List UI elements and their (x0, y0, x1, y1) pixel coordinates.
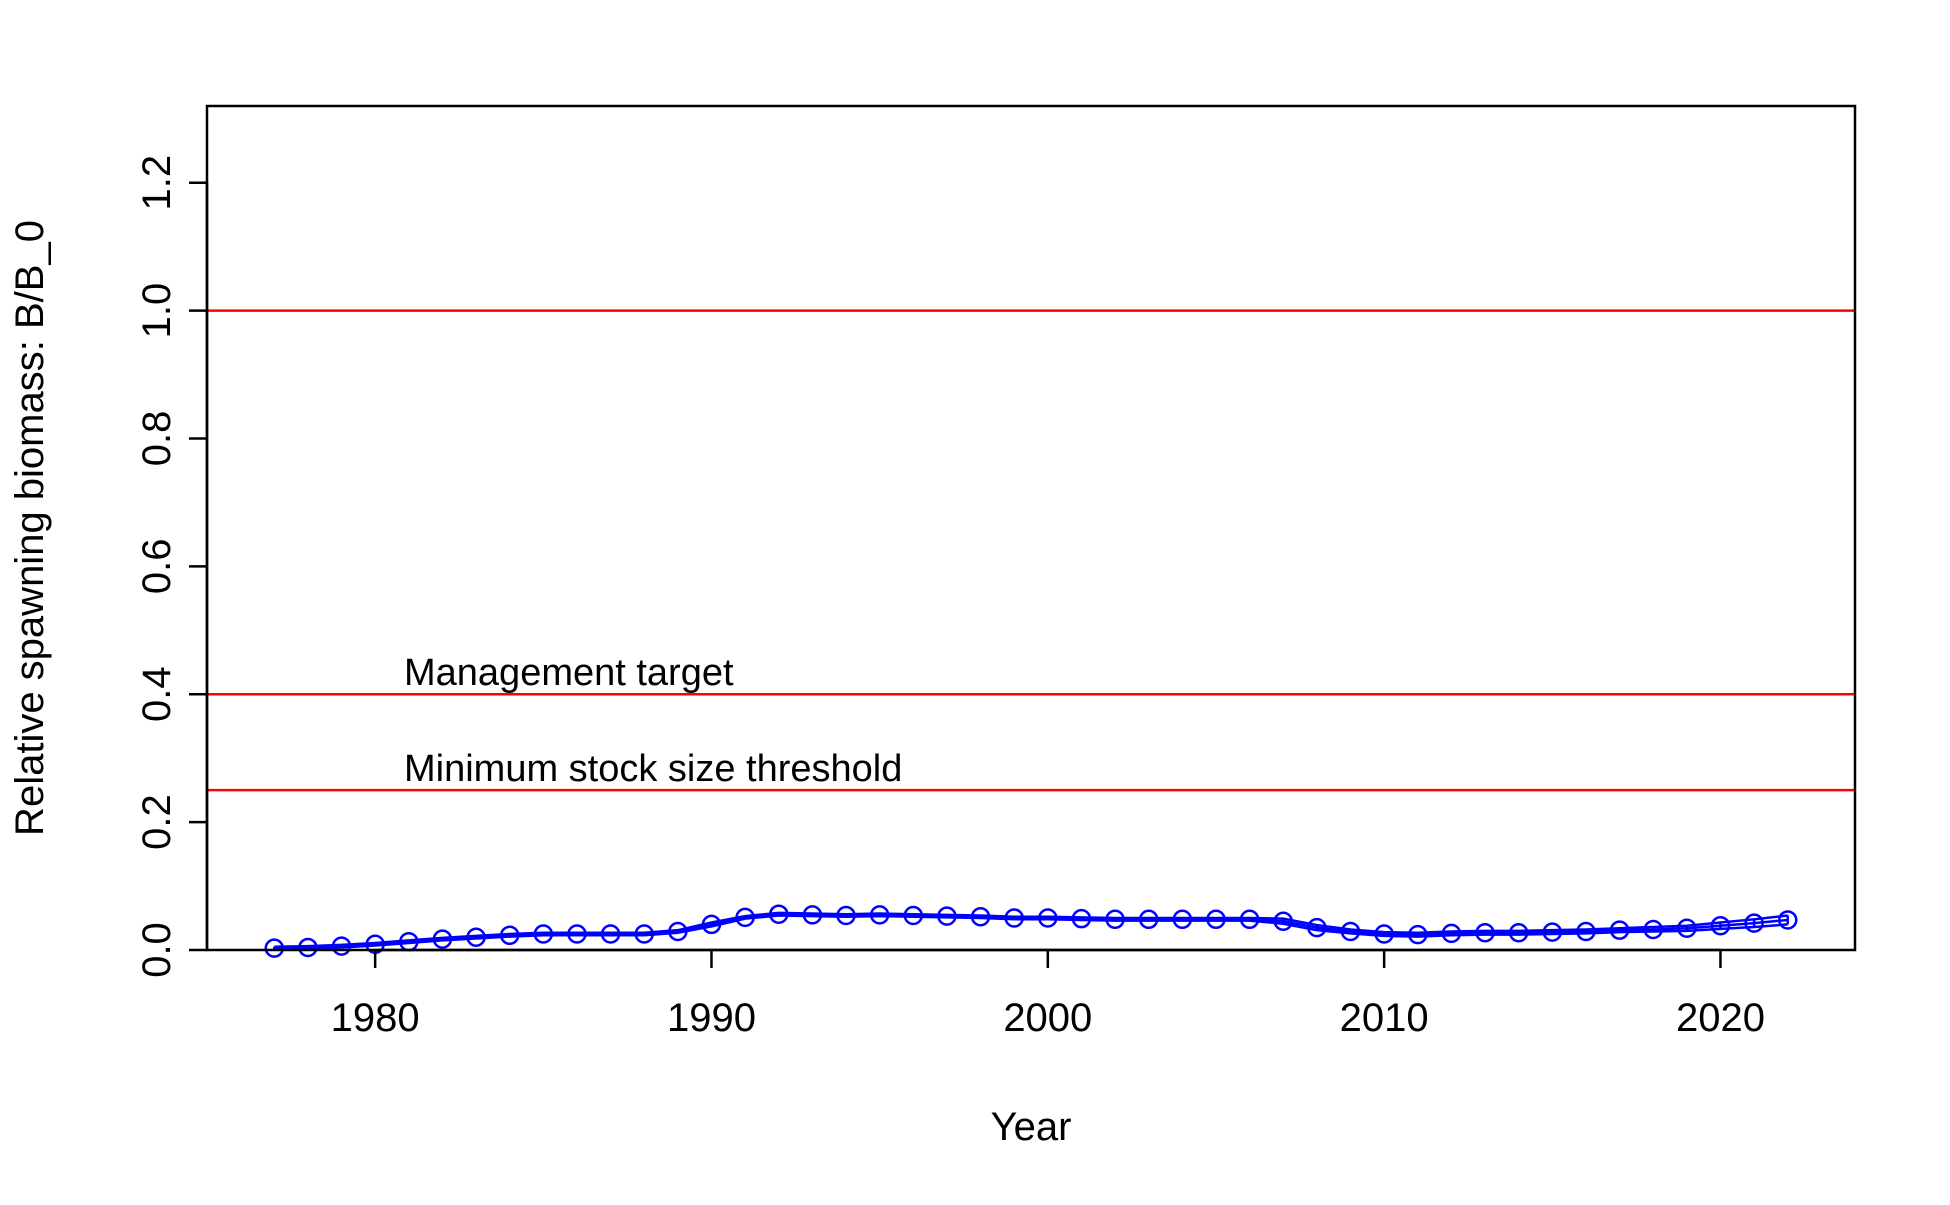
y-tick-label: 0.4 (135, 666, 179, 722)
x-tick-label: 1990 (667, 996, 756, 1040)
data-point (1206, 909, 1226, 930)
data-point (1643, 919, 1663, 940)
data-point (1408, 924, 1428, 945)
data-point (1172, 909, 1193, 930)
data-point (1273, 911, 1293, 931)
reference-line-label: Management target (404, 652, 734, 694)
data-point (1677, 918, 1697, 939)
data-point (769, 904, 789, 924)
reference-line-label: Minimum stock size threshold (404, 748, 902, 790)
data-point (634, 924, 654, 944)
x-tick-label: 1980 (331, 996, 420, 1040)
data-point (432, 929, 453, 949)
data-point (533, 924, 554, 944)
y-tick-label: 0.8 (135, 411, 179, 467)
lower-bound-line (274, 914, 1788, 951)
y-axis-label: Relative spawning biomass: B/B_0 (8, 220, 52, 836)
data-point (1777, 910, 1798, 930)
data-point (668, 921, 688, 942)
data-point (1105, 909, 1125, 930)
y-tick-label: 0.2 (135, 794, 179, 850)
data-point (1744, 913, 1764, 933)
data-point (701, 914, 722, 935)
data-point (937, 906, 957, 926)
data-point (1239, 909, 1260, 930)
data-point (1576, 921, 1596, 942)
series-line (274, 912, 1788, 950)
upper-bound-line (274, 911, 1788, 949)
data-point (1340, 921, 1361, 942)
data-point (869, 905, 890, 925)
data-point (836, 905, 856, 926)
x-axis-label: Year (991, 1105, 1072, 1149)
data-point (970, 907, 991, 927)
data-point (802, 905, 823, 925)
data-point (331, 936, 352, 956)
data-point (1307, 917, 1327, 938)
y-tick-label: 0.0 (135, 922, 179, 978)
data-point (1475, 922, 1495, 943)
data-point (1609, 920, 1630, 940)
data-point (1441, 923, 1462, 944)
data-point (466, 927, 486, 947)
y-tick-label: 1.0 (135, 283, 179, 339)
data-point (1004, 908, 1024, 928)
x-tick-label: 2000 (1003, 996, 1092, 1040)
y-tick-label: 0.6 (135, 539, 179, 595)
data-point (903, 905, 924, 926)
data-point (735, 907, 755, 928)
data-point (1508, 922, 1529, 943)
data-point (567, 924, 587, 944)
data-point (298, 937, 318, 958)
data-point (499, 925, 520, 946)
data-point (1138, 909, 1159, 930)
data-point (264, 938, 285, 958)
data-point (1038, 908, 1058, 928)
data-point (1542, 922, 1563, 942)
x-tick-label: 2020 (1676, 996, 1765, 1040)
plot-frame (205, 104, 1857, 952)
data-point (1374, 924, 1394, 944)
y-tick-label: 1.2 (135, 155, 179, 211)
x-tick-label: 2010 (1340, 996, 1429, 1040)
data-point (1071, 908, 1092, 929)
data-point (1710, 915, 1731, 936)
data-point (600, 924, 621, 944)
